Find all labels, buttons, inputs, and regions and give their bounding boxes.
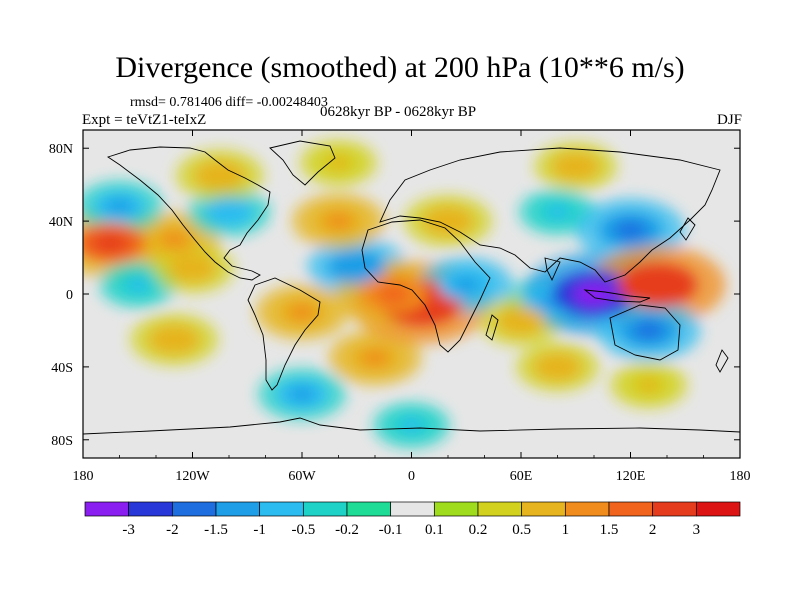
field-core-16 bbox=[435, 213, 461, 229]
colorbar-swatch-1 bbox=[128, 501, 173, 517]
season-label: DJF bbox=[716, 112, 742, 128]
field-core-1 bbox=[160, 231, 189, 248]
colorbar-swatch-4 bbox=[259, 501, 304, 517]
colorbar-label: 3 bbox=[693, 522, 701, 538]
colorbar-label: 1.5 bbox=[600, 522, 619, 538]
colorbar-label: -1.5 bbox=[204, 522, 228, 538]
stats-label: rmsd= 0.781406 diff= -0.00248403 bbox=[130, 95, 328, 110]
x-tick-label: 120W bbox=[175, 469, 210, 484]
coast-eurasia bbox=[379, 147, 721, 283]
field-core-11 bbox=[288, 304, 316, 321]
field-core-23 bbox=[637, 273, 678, 297]
colorbar-swatch-0 bbox=[84, 501, 130, 517]
field-core-25 bbox=[545, 359, 570, 374]
field-core-9 bbox=[342, 258, 372, 276]
y-tick-label: 40S bbox=[51, 361, 73, 376]
coast-new-zealand bbox=[715, 349, 729, 373]
x-tick-label: 180 bbox=[730, 469, 751, 484]
colorbar-label: 0.2 bbox=[469, 522, 488, 538]
colorbar-swatch-13 bbox=[652, 501, 697, 517]
x-axis: 180 120W 60W 0 60E 120E 180 bbox=[73, 130, 751, 484]
colorbar-label: -0.5 bbox=[291, 522, 315, 538]
y-tick-label: 40N bbox=[49, 215, 73, 230]
colorbar-swatch-14 bbox=[695, 501, 741, 517]
y-tick-label: 0 bbox=[66, 288, 73, 303]
colorbar-swatch-6 bbox=[346, 501, 392, 517]
colorbar-swatch-5 bbox=[302, 501, 348, 517]
field-core-5 bbox=[161, 332, 188, 348]
field-core-28 bbox=[400, 418, 423, 432]
period-label: 0628kyr BP - 0628kyr BP bbox=[320, 104, 477, 120]
field-core-24 bbox=[633, 321, 665, 340]
coast-india bbox=[544, 257, 561, 282]
x-tick-label: 120E bbox=[616, 469, 646, 484]
colorbar-label: 0.1 bbox=[425, 522, 444, 538]
coast-japan bbox=[679, 217, 696, 241]
coast-indonesia bbox=[583, 289, 651, 303]
colorbar: -3 -2 -1.5 -1 -0.5 -0.2 -0.1 0.1 0.2 0.5 1 1.5 2 3 bbox=[84, 501, 741, 538]
field-core-19 bbox=[614, 221, 647, 240]
field-core-6 bbox=[216, 204, 242, 220]
field-core-15 bbox=[452, 276, 481, 293]
field-core-10 bbox=[324, 213, 353, 230]
colorbar-swatch-10 bbox=[521, 501, 566, 517]
x-tick-label: 0 bbox=[408, 469, 415, 484]
coast-africa bbox=[361, 219, 491, 353]
y-tick-label: 80N bbox=[49, 142, 73, 157]
coast-australia bbox=[609, 304, 681, 361]
colorbar-swatch-3 bbox=[215, 501, 261, 517]
coast-greenland bbox=[269, 140, 336, 186]
field-core-17 bbox=[563, 159, 588, 174]
colorbar-label: -3 bbox=[122, 522, 135, 538]
field-core-2 bbox=[106, 199, 133, 215]
field-core-7 bbox=[206, 168, 233, 184]
coast-south-america bbox=[247, 277, 321, 391]
colorbar-label: 0.5 bbox=[512, 522, 531, 538]
field-core-4 bbox=[180, 261, 205, 276]
field-core-12 bbox=[361, 349, 389, 366]
colorbar-label: -0.2 bbox=[335, 522, 359, 538]
colorbar-swatch-8 bbox=[433, 501, 479, 517]
coast-north-america bbox=[106, 146, 271, 281]
colorbar-label: 1 bbox=[562, 522, 570, 538]
coastlines bbox=[83, 140, 740, 435]
field-core-8 bbox=[327, 156, 350, 170]
x-tick-label: 180 bbox=[73, 469, 94, 484]
x-tick-label: 60E bbox=[510, 469, 533, 484]
colorbar-label: 2 bbox=[649, 522, 657, 538]
x-tick-label: 60W bbox=[288, 469, 316, 484]
colorbar-label: -0.1 bbox=[379, 522, 403, 538]
field-core-18 bbox=[546, 205, 569, 219]
coast-antarctica bbox=[83, 417, 740, 435]
experiment-label: Expt = teVtZ1-teIxZ bbox=[82, 112, 207, 128]
colorbar-swatch-12 bbox=[608, 501, 654, 517]
coast-madagascar bbox=[485, 314, 499, 341]
y-tick-label: 80S bbox=[51, 434, 73, 449]
divergence-field bbox=[83, 139, 726, 449]
colorbar-swatch-2 bbox=[171, 501, 217, 517]
field-core-22 bbox=[573, 282, 615, 306]
field-core-26 bbox=[289, 386, 315, 402]
colorbar-swatch-7 bbox=[390, 501, 435, 517]
chart-title: Divergence (smoothed) at 200 hPa (10**6 … bbox=[115, 51, 685, 84]
field-core-27 bbox=[637, 378, 661, 392]
colorbar-label: -2 bbox=[166, 522, 179, 538]
y-axis: 80N 40N 0 40S 80S bbox=[49, 142, 740, 449]
colorbar-label: -1 bbox=[253, 522, 266, 538]
field-core-3 bbox=[126, 278, 150, 292]
field-core-21 bbox=[508, 314, 534, 329]
field-core-0 bbox=[92, 232, 129, 253]
colorbar-swatch-9 bbox=[477, 501, 523, 517]
colorbar-swatch-11 bbox=[564, 501, 610, 517]
field-core-14 bbox=[376, 284, 411, 304]
